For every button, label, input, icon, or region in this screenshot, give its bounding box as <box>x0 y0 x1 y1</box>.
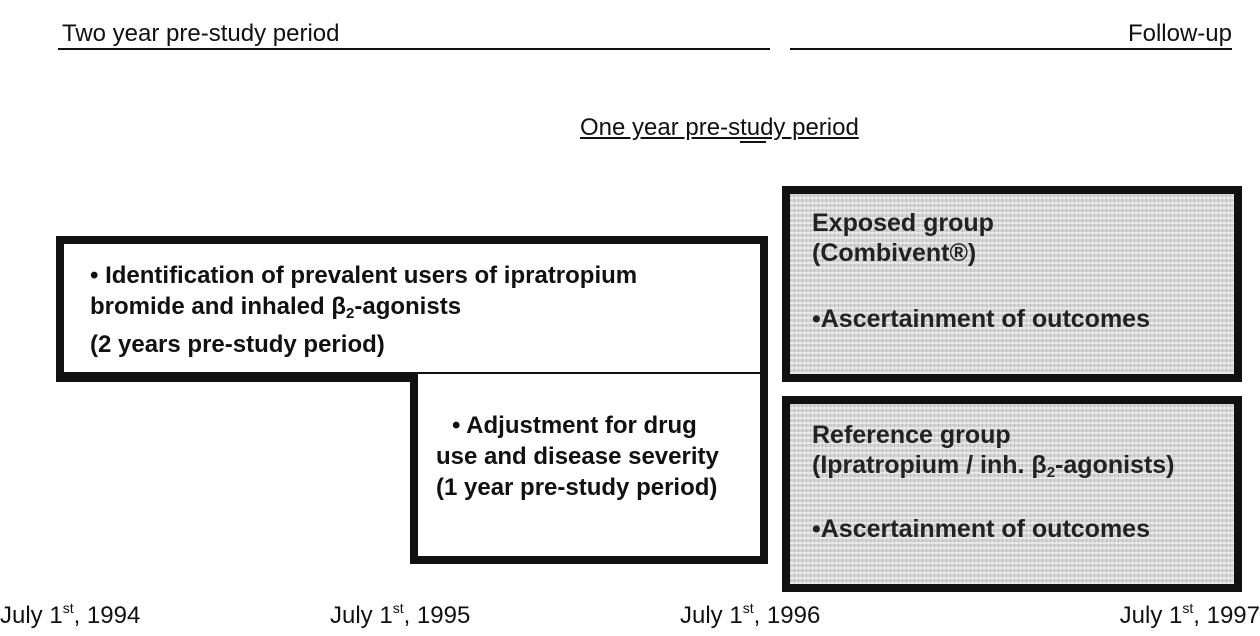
text-line: Exposed group <box>812 209 994 237</box>
text-line: • Identification of prevalent users of i… <box>90 262 638 289</box>
subscript: 2 <box>346 305 355 322</box>
text-line: Reference group <box>812 421 1011 449</box>
exposed-box: Exposed group (Combivent®) •Ascertainmen… <box>782 186 1242 382</box>
subscript: 2 <box>1046 464 1056 481</box>
text-line: (1 year pre-study period) <box>436 474 718 501</box>
date-label: July 1st, 1997 <box>1120 600 1260 630</box>
text: , 1994 <box>73 602 141 629</box>
reference-box: Reference group (Ipratropium / inh. β2-a… <box>782 396 1242 592</box>
date-label: July 1st, 1995 <box>330 600 470 630</box>
superscript: st <box>1182 600 1194 616</box>
superscript: st <box>392 600 404 616</box>
text: July 1 <box>1119 602 1183 629</box>
text-line: (Combivent®) <box>812 239 977 267</box>
date-label: July 1st, 1994 <box>0 600 140 630</box>
identification-box: • Identification of prevalent users of i… <box>56 236 768 382</box>
text: July 1 <box>330 602 393 629</box>
adjustment-box: • Adjustment for drug use and disease se… <box>410 374 768 564</box>
text: , 1997 <box>1193 602 1260 629</box>
text: , 1995 <box>403 602 471 629</box>
text: -agonists <box>354 293 462 320</box>
text-line: •Ascertainment of outcomes <box>812 305 1150 333</box>
text: bromide and inhaled β <box>90 293 347 320</box>
header-right-rule <box>790 48 1232 50</box>
text-line: • Adjustment for drug <box>452 412 697 439</box>
text: , 1996 <box>753 602 821 629</box>
text: July 1 <box>680 602 743 629</box>
text-line: (Ipratropium / inh. β2-agonists) <box>812 450 1234 488</box>
text: July 1 <box>0 602 63 629</box>
subheader-rule <box>740 141 766 143</box>
superscript: st <box>62 600 74 616</box>
text: -agonists) <box>1055 451 1175 479</box>
superscript: st <box>742 600 754 616</box>
text-line: bromide and inhaled β2-agonists <box>90 291 760 329</box>
date-label: July 1st, 1996 <box>680 600 820 630</box>
header-left-rule <box>58 48 770 50</box>
text-line: •Ascertainment of outcomes <box>812 515 1150 543</box>
header-left: Two year pre-study period <box>62 20 340 47</box>
text-line: use and disease severity <box>436 443 719 470</box>
header-right: Follow-up <box>1127 20 1232 47</box>
text-line: (2 years pre-study period) <box>90 331 385 358</box>
subheader: One year pre-study period <box>580 114 859 141</box>
text: (Ipratropium / inh. β <box>812 451 1047 479</box>
